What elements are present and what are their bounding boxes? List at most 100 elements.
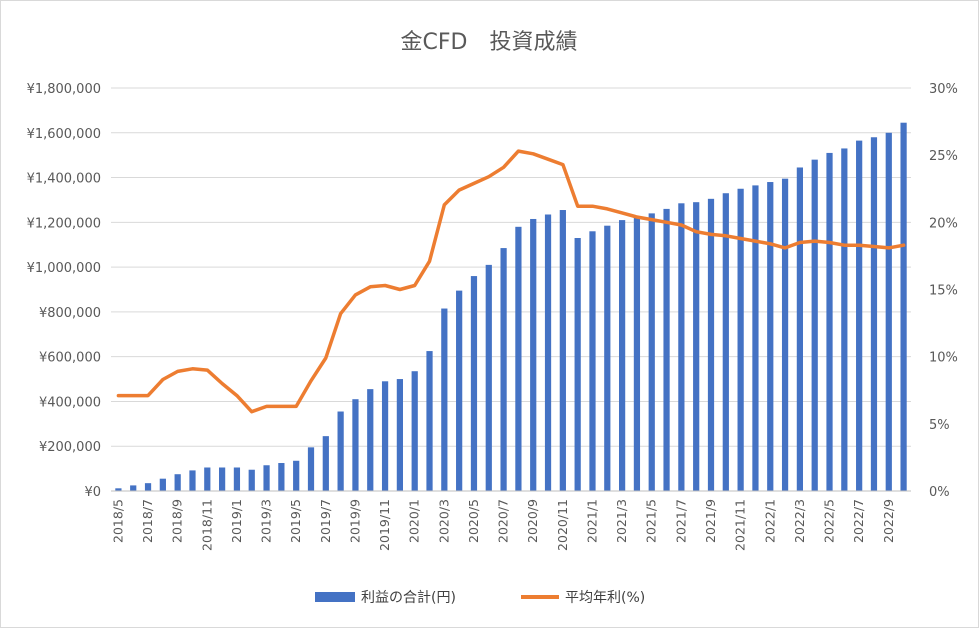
bar-2019/2 [248, 469, 255, 491]
bar-2019/3 [263, 465, 270, 491]
bar-2021/9 [707, 198, 715, 491]
bar-2021/8 [693, 202, 700, 491]
y-right-tick-label: 30% [929, 82, 958, 97]
bar-2019/1 [233, 467, 241, 491]
legend-swatch-profit [315, 592, 355, 602]
bar-2022/3 [796, 167, 803, 491]
bar-2021/5 [648, 213, 655, 491]
bar-2022/4 [811, 159, 818, 491]
bar-2022/10 [900, 122, 907, 492]
bar-2019/8 [337, 411, 344, 491]
bar-2020/6 [485, 264, 492, 491]
bar-2020/7 [500, 248, 507, 491]
bar-2022/8 [870, 137, 878, 491]
bar-2020/11 [559, 210, 566, 491]
x-tick-label: 2022/3 [792, 499, 807, 543]
legend-label-annual-rate: 平均年利(%) [565, 590, 645, 606]
chart-title: 金CFD 投資成績 [401, 30, 578, 55]
y-left-tick-label: ¥600,000 [39, 351, 101, 366]
bar-2018/12 [219, 467, 226, 491]
bar-2021/1 [589, 231, 596, 492]
x-tick-label: 2020/9 [525, 499, 540, 543]
bar-2019/11 [381, 381, 389, 491]
x-tick-label: 2020/3 [436, 499, 451, 543]
bar-2020/5 [470, 276, 478, 491]
x-tick-label: 2021/9 [703, 499, 718, 543]
y-right-tick-label: 25% [929, 149, 958, 164]
x-tick-label: 2020/5 [466, 499, 481, 543]
bar-2019/4 [278, 463, 285, 491]
y-right-tick-label: 5% [929, 418, 950, 433]
y-left-tick-label: ¥200,000 [39, 440, 101, 455]
axes: ¥0 ¥200,000 ¥400,000 ¥600,000 ¥800,000 ¥1,000… [27, 82, 958, 551]
bar-2020/4 [456, 290, 463, 491]
y-left-tick-label: ¥800,000 [39, 306, 101, 321]
x-tick-label: 2019/3 [259, 499, 274, 543]
x-tick-label: 2020/1 [407, 499, 422, 543]
x-tick-label: 2019/11 [377, 499, 392, 551]
bar-2021/3 [619, 220, 626, 491]
x-tick-label: 2021/11 [733, 499, 748, 551]
bar-2020/3 [441, 308, 448, 491]
x-tick-label: 2020/11 [555, 499, 570, 551]
y-left-tick-label: ¥1,200,000 [27, 216, 101, 231]
bar-2021/11 [737, 188, 744, 491]
bar-2021/10 [722, 193, 729, 491]
y-right-tick-label: 0% [929, 485, 950, 500]
bar-2022/6 [841, 148, 848, 491]
bar-2018/10 [189, 470, 196, 491]
x-tick-label: 2018/7 [140, 499, 155, 543]
bar-2018/9 [174, 474, 181, 491]
bar-2019/10 [367, 389, 374, 491]
x-tick-label: 2019/5 [288, 499, 303, 543]
x-tick-label: 2020/7 [496, 499, 511, 543]
bar-2022/7 [856, 140, 863, 491]
bar-2022/1 [767, 182, 774, 492]
bar-2019/12 [396, 379, 403, 491]
y-right-tick-label: 20% [929, 216, 958, 231]
x-tick-label: 2022/9 [881, 499, 896, 543]
legend: 利益の合計(円) 平均年利(%) [315, 590, 645, 606]
y-left-tick-label: ¥1,000,000 [27, 261, 101, 276]
bar-2019/6 [307, 447, 315, 491]
bar-2022/2 [781, 178, 789, 492]
y-right-tick-label: 15% [929, 284, 958, 299]
legend-label-profit: 利益の合計(円) [361, 590, 456, 606]
annual-rate-line [116, 149, 906, 414]
bar-2022/9 [885, 132, 892, 491]
bar-2020/1 [411, 371, 418, 491]
bar-2021/2 [604, 225, 611, 492]
bar-2021/6 [663, 208, 670, 491]
x-tick-label: 2019/1 [229, 499, 244, 543]
x-tick-label: 2022/5 [822, 499, 837, 543]
x-tick-label: 2018/11 [199, 499, 214, 551]
bar-2021/4 [633, 217, 641, 491]
bar-2021/12 [752, 185, 759, 491]
x-tick-label: 2019/7 [318, 499, 333, 543]
bar-2019/7 [322, 436, 329, 491]
x-tick-label: 2021/7 [673, 499, 688, 543]
bar-2019/5 [293, 460, 300, 491]
bar-2020/8 [515, 226, 522, 492]
bar-2022/5 [826, 152, 833, 491]
x-tick-label: 2018/9 [170, 499, 185, 543]
y-left-tick-label: ¥400,000 [39, 395, 101, 410]
x-tick-label: 2022/7 [851, 499, 866, 543]
bar-2020/9 [530, 218, 537, 491]
bar-2018/6 [130, 485, 137, 491]
x-tick-label: 2018/5 [110, 499, 125, 543]
bar-2020/2 [426, 351, 433, 491]
x-tick-label: 2021/5 [644, 499, 659, 543]
y-right-tick-label: 10% [929, 351, 958, 366]
y-left-tick-label: ¥1,400,000 [27, 172, 101, 187]
bar-2020/12 [574, 238, 581, 491]
x-tick-label: 2019/9 [347, 499, 362, 543]
x-tick-label: 2022/1 [762, 499, 777, 543]
bar-2018/5 [115, 488, 122, 491]
y-left-tick-label: ¥1,600,000 [27, 127, 101, 142]
line-series-annual-rate [116, 149, 906, 414]
bar-series-profit [115, 122, 907, 492]
y-left-tick-label: ¥1,800,000 [27, 82, 101, 97]
bar-2018/11 [204, 467, 211, 491]
bar-2021/7 [678, 203, 685, 491]
